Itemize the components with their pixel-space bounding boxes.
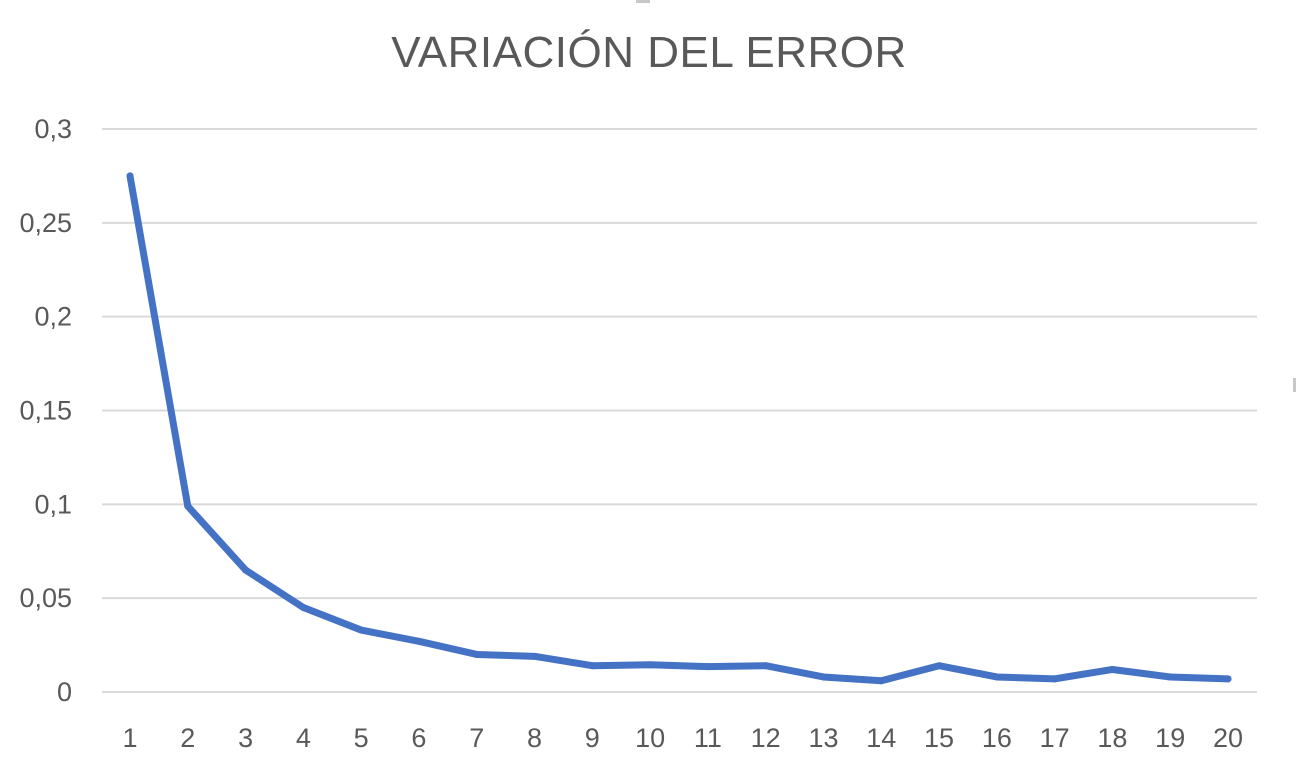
- chart-title: VARIACIÓN DEL ERROR: [391, 28, 907, 77]
- data-point: [531, 652, 539, 660]
- data-point: [704, 663, 712, 671]
- x-tick-label: 18: [1097, 723, 1127, 753]
- x-tick-label: 8: [527, 723, 542, 753]
- x-tick-label: 19: [1155, 723, 1185, 753]
- x-tick-label: 11: [694, 723, 722, 753]
- x-tick-label: 1: [122, 723, 137, 753]
- data-point: [357, 626, 365, 634]
- x-tick-label: 13: [808, 723, 838, 753]
- gridlines: [102, 128, 1257, 693]
- data-point: [242, 566, 250, 574]
- x-axis-tick-labels: 1 2 3 4 5 6 7 8 9 10 11 12 13 14 15 16 17 18 19 20: [122, 723, 1243, 753]
- data-point: [1224, 675, 1232, 683]
- y-axis-tick-labels: 0 0,05 0,1 0,15 0,2 0,25 0,3: [19, 114, 72, 707]
- x-tick-label: 15: [924, 723, 954, 753]
- x-tick-label: 12: [751, 723, 781, 753]
- x-tick-label: 3: [238, 723, 253, 753]
- data-point: [762, 662, 770, 670]
- data-point: [184, 502, 192, 510]
- data-point: [126, 172, 134, 180]
- data-point: [1166, 673, 1174, 681]
- series-layer: [126, 172, 1232, 685]
- x-tick-label: 20: [1213, 723, 1243, 753]
- x-tick-label: 7: [469, 723, 484, 753]
- y-tick-label: 0,15: [19, 396, 72, 426]
- data-point: [877, 677, 885, 685]
- y-tick-label: 0,05: [19, 583, 72, 613]
- x-tick-label: 16: [982, 723, 1012, 753]
- x-tick-label: 6: [411, 723, 426, 753]
- data-point: [646, 661, 654, 669]
- y-tick-label: 0,1: [34, 489, 72, 519]
- x-tick-label: 4: [296, 723, 311, 753]
- x-tick-label: 2: [180, 723, 195, 753]
- y-tick-label: 0,25: [19, 208, 72, 238]
- resize-handle-right[interactable]: [1293, 378, 1296, 392]
- data-point: [1108, 665, 1116, 673]
- series-line: [126, 172, 1232, 685]
- resize-handle-top[interactable]: [636, 0, 650, 3]
- data-point: [415, 637, 423, 645]
- x-tick-label: 14: [866, 723, 896, 753]
- y-tick-label: 0,2: [34, 302, 72, 332]
- data-point: [993, 673, 1001, 681]
- data-point: [935, 662, 943, 670]
- data-point: [473, 650, 481, 658]
- data-point: [588, 662, 596, 670]
- x-tick-label: 5: [354, 723, 369, 753]
- x-tick-label: 17: [1040, 723, 1070, 753]
- data-point: [299, 604, 307, 612]
- x-tick-label: 9: [585, 723, 600, 753]
- x-tick-label: 10: [635, 723, 665, 753]
- data-point: [819, 673, 827, 681]
- y-tick-label: 0,3: [34, 114, 72, 144]
- data-point: [1051, 675, 1059, 683]
- y-tick-label: 0: [57, 677, 72, 707]
